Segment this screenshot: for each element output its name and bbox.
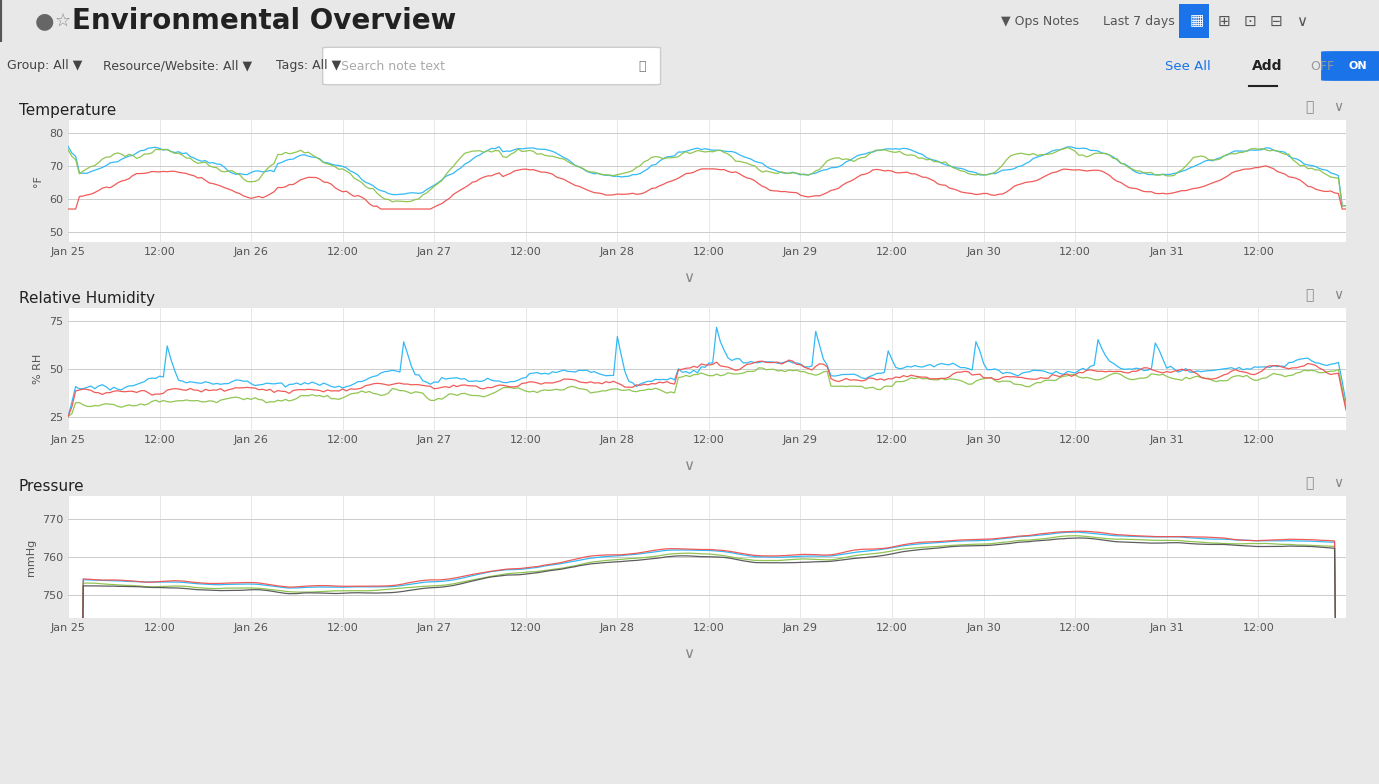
Text: ▼ Ops Notes: ▼ Ops Notes [1001,14,1080,27]
Text: ▦: ▦ [1190,13,1204,28]
Text: Relative Humidity: Relative Humidity [19,291,154,306]
Text: ∨: ∨ [1333,289,1343,302]
FancyBboxPatch shape [323,47,661,85]
Text: ⤢: ⤢ [1306,289,1314,302]
Text: Add: Add [1252,59,1282,73]
Text: Last 7 days: Last 7 days [1103,14,1175,27]
Text: ∨: ∨ [684,270,695,285]
Text: ☆: ☆ [55,12,72,30]
Text: ∨: ∨ [1296,13,1307,28]
Text: 🔍: 🔍 [638,60,645,72]
Text: ∨: ∨ [684,647,695,662]
Text: See All: See All [1165,60,1211,72]
Text: ON: ON [1349,61,1368,71]
Text: ⤢: ⤢ [1306,100,1314,114]
Text: ⤢: ⤢ [1306,476,1314,490]
Y-axis label: °F: °F [33,175,44,187]
Text: Search note text: Search note text [341,60,444,72]
Text: ⊡: ⊡ [1244,13,1256,28]
Text: ∨: ∨ [1333,476,1343,490]
Text: ∨: ∨ [1333,100,1343,114]
FancyBboxPatch shape [1179,4,1209,38]
Text: Environmental Overview: Environmental Overview [72,7,456,35]
Text: ⊟: ⊟ [1270,13,1282,28]
FancyBboxPatch shape [1321,51,1379,81]
Text: OFF: OFF [1310,60,1333,72]
Text: Temperature: Temperature [19,103,116,118]
Text: Pressure: Pressure [19,479,84,494]
Y-axis label: % RH: % RH [33,354,44,384]
Text: Tags: All ▼: Tags: All ▼ [276,60,341,72]
Text: Resource/Website: All ▼: Resource/Website: All ▼ [103,60,252,72]
Text: Group: All ▼: Group: All ▼ [7,60,83,72]
Text: ▦: ▦ [1189,13,1202,28]
Text: ⊞: ⊞ [1218,13,1230,28]
Y-axis label: mmHg: mmHg [26,539,36,575]
Text: ●: ● [34,11,54,31]
Text: ∨: ∨ [684,459,695,474]
